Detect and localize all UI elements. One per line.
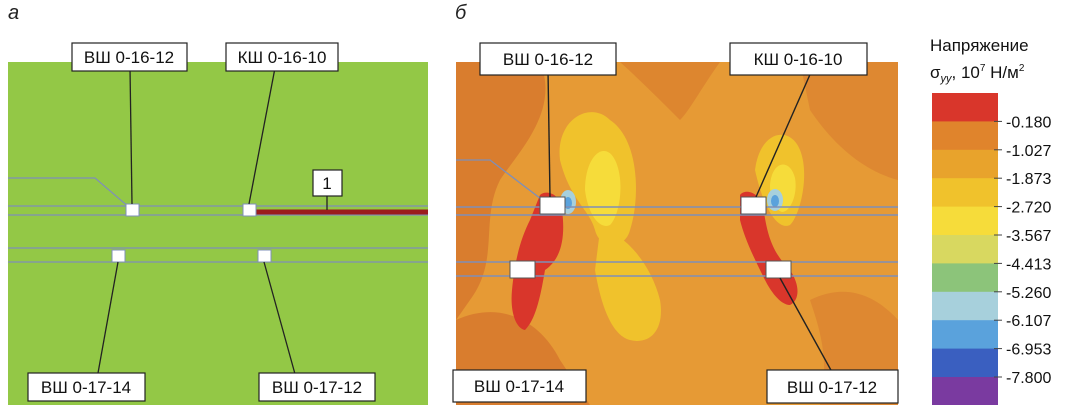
panel-a-label-bottom-right: ВШ 0-17-12 [258,372,376,402]
stress-zone-blue-right-core [771,195,779,207]
legend-swatch [932,377,998,405]
stress-zone-yellow-lower-mid [595,230,661,341]
panel-a-well-top-right [242,203,257,217]
svg-text:ВШ 0-17-14: ВШ 0-17-14 [41,378,131,397]
svg-text:КШ 0-16-10: КШ 0-16-10 [754,50,843,69]
panel-a: ВШ 0-16-12 КШ 0-16-10 1 ВШ 0-17-14 ВШ 0-… [8,42,428,405]
panel-b-label-bottom-right: ВШ 0-17-12 [766,369,899,404]
legend-tick-label: -1.873 [1006,171,1051,188]
panel-a-leader-top-right [248,67,276,205]
legend-swatch [932,235,998,264]
panel-b-well-bottom-right [765,260,792,279]
legend-swatch [932,149,998,179]
panel-a-well-bottom-left [111,249,126,263]
panel-a-drift-line [8,177,131,209]
panel-a-letter: а [8,2,20,24]
legend-ticks: -0.180 -1.027 -1.873 -2.720 -3.567 -4.413 -5.2… [994,114,1051,387]
legend-swatch [932,178,998,208]
panel-a-label-bottom-left: ВШ 0-17-14 [27,372,146,402]
panel-b-well-top-right [740,196,767,215]
panel-a-texture [8,62,428,405]
legend-swatch [932,93,998,122]
panel-b: ВШ 0-16-12 КШ 0-16-10 ВШ 0-17-14 ВШ 0-17… [452,42,899,405]
legend-tick-label: -5.260 [1006,285,1051,302]
panel-b-label-bottom-left: ВШ 0-17-14 [452,369,587,403]
legend-tick-label: -7.800 [1006,370,1051,387]
panel-b-leader-top-right [755,69,813,198]
legend-swatch [932,291,998,321]
panel-a-leader-top-left [129,67,133,205]
svg-text:ВШ 0-16-12: ВШ 0-16-12 [503,50,593,69]
panel-b-well-top-left [539,196,566,215]
panel-a-label-top-right: КШ 0-16-10 [225,42,339,72]
panel-b-label-top-right: КШ 0-16-10 [729,42,868,76]
legend-swatch [932,348,998,378]
stress-zone-dark-left [456,62,546,320]
legend-tick-label: -1.027 [1006,143,1051,160]
legend-swatch [932,320,998,350]
legend-tick-label: -6.953 [1006,342,1051,359]
panel-b-leader-top-left [547,69,551,198]
stress-zone-dark-top [620,62,720,120]
panel-a-well-bottom-right [257,249,272,263]
svg-text:ВШ 0-17-12: ВШ 0-17-12 [272,378,362,397]
legend-unit: σyy, 107 Н/м2 [930,63,1025,85]
panel-b-label-top-left: ВШ 0-16-12 [479,42,617,76]
panel-a-leader-bottom-left [97,261,119,374]
stress-field [456,62,898,405]
legend-tick-label: -0.180 [1006,114,1051,131]
panel-a-leader-bottom-right [263,261,296,375]
legend-swatches [932,93,998,405]
panel-b-well-bottom-left [509,260,536,279]
panel-a-label-marker: 1 [312,169,343,197]
svg-text:1: 1 [322,174,331,193]
panel-a-background [8,62,428,405]
legend-swatch [932,121,998,151]
panel-a-label-top-left: ВШ 0-16-12 [71,42,188,72]
stress-zone-dark-top-right [800,62,898,180]
legend-swatch [932,263,998,293]
legend-swatch [932,206,998,236]
panel-b-drift-line [456,159,546,203]
panel-a-well-top-left [125,203,140,217]
legend-tick-label: -3.567 [1006,228,1051,245]
svg-text:КШ 0-16-10: КШ 0-16-10 [238,48,327,67]
legend-tick-label: -6.107 [1006,313,1051,330]
legend-title: Напряжение [930,36,1029,55]
legend-tick-label: -2.720 [1006,200,1051,217]
svg-text:ВШ 0-16-12: ВШ 0-16-12 [84,48,174,67]
panel-b-leader-bottom-right [779,277,833,373]
stress-zone-blue-left-core [564,197,572,209]
panel-b-letter: б [455,2,467,24]
legend-tick-label: -4.413 [1006,256,1051,273]
svg-text:ВШ 0-17-12: ВШ 0-17-12 [787,378,877,397]
legend: Напряжение σyy, 107 Н/м2 -0.180 -1.027 -1.… [930,36,1051,405]
svg-text:ВШ 0-17-14: ВШ 0-17-14 [474,377,564,396]
